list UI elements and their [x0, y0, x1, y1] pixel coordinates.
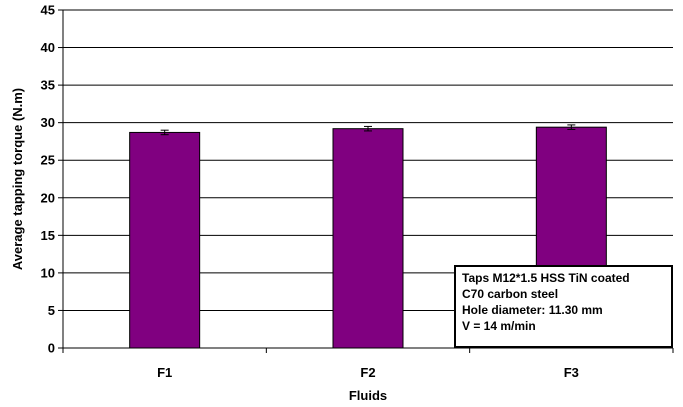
- annotation-line-material: C70 carbon steel: [462, 287, 559, 301]
- y-tick-labels: 0 5 10 15 20 25 30 35 40 45: [41, 3, 55, 356]
- y-tick-label: 45: [41, 3, 55, 18]
- x-tick-label: F2: [360, 365, 375, 380]
- y-tick-label: 0: [48, 341, 55, 356]
- y-tick-label: 25: [41, 153, 55, 168]
- bar-F1: [129, 131, 201, 349]
- y-tick-label: 10: [41, 265, 55, 280]
- y-tick-label: 40: [41, 40, 55, 55]
- y-tick-label: 20: [41, 190, 55, 205]
- annotation-line-speed: V = 14 m/min: [462, 319, 536, 333]
- x-tick-label: F1: [157, 365, 172, 380]
- annotation-box: Taps M12*1.5 HSS TiN coated C70 carbon s…: [454, 265, 673, 348]
- x-axis-title: Fluids: [349, 388, 387, 403]
- error-bar-F2: [364, 125, 372, 132]
- y-tick-label: 15: [41, 228, 55, 243]
- annotation-line-hole-diameter: Hole diameter: 11.30 mm: [462, 303, 603, 317]
- x-tick-labels: F1 F2 F3: [157, 365, 579, 380]
- y-tick-label: 5: [48, 303, 55, 318]
- annotation-line-tool: Taps M12*1.5 HSS TiN coated: [462, 271, 630, 285]
- axes: [58, 9, 674, 353]
- bar-F2: [332, 128, 404, 349]
- x-tick-label: F3: [564, 365, 579, 380]
- error-bar-F3: [567, 124, 576, 130]
- y-tick-label: 30: [41, 115, 55, 130]
- error-bar-F1: [160, 129, 169, 136]
- y-axis-title: Average tapping torque (N.m): [10, 88, 25, 270]
- y-tick-label: 35: [41, 78, 55, 93]
